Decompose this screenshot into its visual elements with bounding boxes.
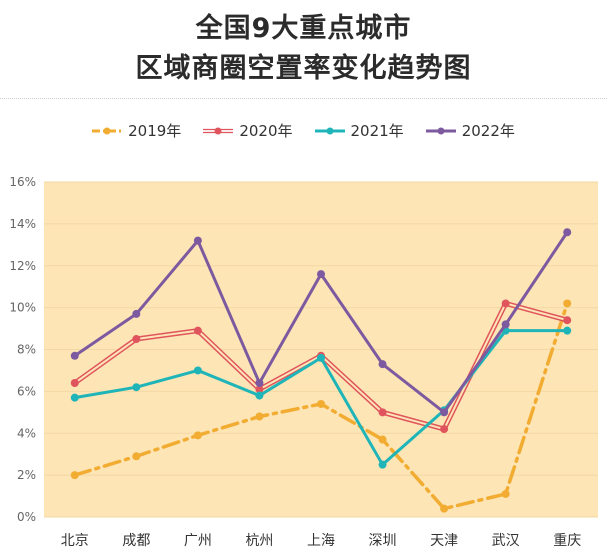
y-tick-label: 12% bbox=[9, 259, 36, 273]
data-point-2021年-成都 bbox=[132, 383, 141, 392]
legend-item-2020: 2020年 bbox=[203, 120, 293, 141]
x-tick-label: 重庆 bbox=[553, 533, 581, 549]
data-point-2020年-重庆 bbox=[563, 316, 572, 325]
x-tick-label: 深圳 bbox=[369, 533, 397, 549]
chart-legend: 2019年 2020年 2021年 2022年 bbox=[0, 120, 607, 141]
chart-title-line2: 区域商圈空置率变化趋势图 bbox=[135, 53, 472, 84]
data-point-2019年-天津 bbox=[440, 504, 449, 513]
title-divider bbox=[0, 98, 607, 99]
data-point-2019年-武汉 bbox=[501, 489, 510, 498]
legend-swatch-2020 bbox=[203, 127, 234, 134]
data-point-2019年-成都 bbox=[132, 452, 141, 461]
data-point-2022年-成都 bbox=[132, 309, 141, 318]
y-tick-label: 16% bbox=[9, 175, 36, 189]
data-point-2021年-广州 bbox=[193, 366, 202, 375]
data-point-2021年-北京 bbox=[70, 393, 79, 402]
data-point-2020年-天津 bbox=[440, 425, 449, 434]
legend-swatch-2022 bbox=[425, 127, 456, 134]
data-point-2022年-广州 bbox=[193, 236, 202, 245]
data-point-2019年-广州 bbox=[193, 431, 202, 440]
x-tick-label: 上海 bbox=[307, 533, 335, 549]
data-point-2022年-武汉 bbox=[501, 320, 510, 329]
data-point-2022年-上海 bbox=[317, 270, 325, 279]
data-point-2020年-武汉 bbox=[501, 299, 510, 308]
legend-item-2022: 2022年 bbox=[425, 120, 515, 141]
data-point-2020年-北京 bbox=[70, 379, 79, 387]
legend-label-2022: 2022年 bbox=[461, 122, 515, 140]
data-point-2019年-重庆 bbox=[563, 299, 572, 308]
x-tick-label: 武汉 bbox=[492, 533, 520, 549]
y-tick-label: 6% bbox=[17, 384, 36, 398]
data-point-2022年-重庆 bbox=[563, 228, 572, 237]
data-point-2021年-深圳 bbox=[378, 460, 387, 469]
y-tick-label: 4% bbox=[17, 426, 36, 440]
data-point-2020年-杭州 bbox=[255, 385, 264, 394]
legend-label-2019: 2019年 bbox=[128, 122, 182, 140]
data-point-2019年-深圳 bbox=[378, 435, 387, 444]
x-tick-label: 北京 bbox=[61, 533, 89, 549]
data-point-2022年-天津 bbox=[440, 408, 449, 417]
legend-label-2020: 2020年 bbox=[239, 122, 293, 140]
legend-swatch-2019 bbox=[92, 127, 123, 134]
data-point-2021年-上海 bbox=[317, 353, 325, 362]
data-point-2019年-上海 bbox=[317, 399, 325, 408]
y-tick-label: 8% bbox=[17, 343, 36, 357]
legend-label-2021: 2021年 bbox=[350, 122, 404, 140]
y-tick-label: 2% bbox=[17, 468, 36, 482]
legend-swatch-2021 bbox=[314, 127, 345, 134]
data-point-2022年-杭州 bbox=[255, 379, 264, 387]
chart-title-line1: 全国9大重点城市 bbox=[195, 13, 412, 44]
legend-item-2021: 2021年 bbox=[314, 120, 404, 141]
legend-item-2019: 2019年 bbox=[92, 120, 181, 141]
data-point-2020年-广州 bbox=[193, 326, 202, 335]
data-point-2019年-北京 bbox=[70, 471, 79, 480]
y-tick-label: 0% bbox=[17, 510, 36, 524]
data-point-2019年-杭州 bbox=[255, 412, 264, 421]
data-point-2020年-深圳 bbox=[378, 408, 387, 417]
x-tick-label: 广州 bbox=[184, 533, 212, 549]
x-tick-label: 成都 bbox=[122, 533, 150, 549]
x-tick-label: 天津 bbox=[430, 533, 458, 549]
y-tick-label: 14% bbox=[9, 217, 36, 231]
data-point-2020年-成都 bbox=[132, 335, 141, 344]
data-point-2022年-北京 bbox=[70, 351, 79, 360]
data-point-2021年-重庆 bbox=[563, 326, 572, 335]
x-tick-label: 杭州 bbox=[245, 533, 273, 549]
data-point-2021年-杭州 bbox=[255, 391, 264, 400]
data-point-2022年-深圳 bbox=[378, 360, 387, 369]
y-tick-label: 10% bbox=[9, 301, 36, 315]
